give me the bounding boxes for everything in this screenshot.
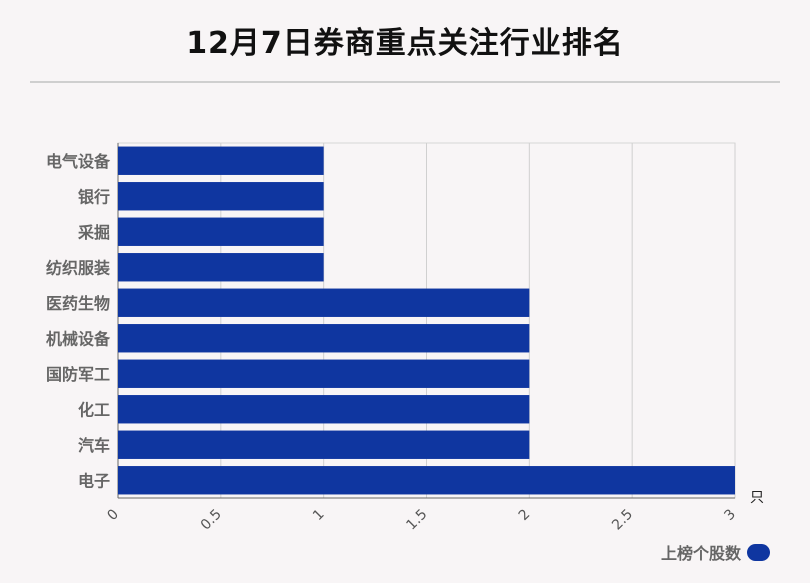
x-tick-label: 0.5 [198,506,225,533]
bar [118,253,324,282]
bar [118,288,530,317]
chart-title: 12月7日券商重点关注行业排名 [186,26,624,61]
x-axis-unit: 只 [750,490,764,506]
x-tick-label: 1 [310,506,328,524]
title-divider [30,81,780,83]
y-tick-label: 国防军工 [46,365,110,384]
bar [118,395,530,424]
legend-label: 上榜个股数 [660,544,741,563]
x-tick-label: 3 [721,506,739,524]
legend[interactable]: 上榜个股数 [661,540,770,564]
legend-swatch [747,543,770,561]
bar [118,182,324,211]
y-tick-label: 化工 [78,400,110,419]
x-tick-label: 1.5 [403,506,430,533]
bar [118,430,530,459]
bar [118,359,530,388]
y-tick-label: 电子 [78,471,110,490]
bar [118,466,735,495]
bar [118,146,324,175]
y-tick-label: 汽车 [78,436,110,455]
y-tick-label: 采掘 [77,223,110,242]
x-tick-label: 0 [104,506,122,524]
y-tick-label: 医药生物 [46,294,110,313]
bar [118,217,324,246]
y-tick-label: 电气设备 [46,152,111,171]
x-tick-label: 2.5 [609,506,636,533]
x-tick-label: 2 [516,506,534,524]
bar [118,324,530,353]
y-tick-label: 机械设备 [46,329,111,348]
y-tick-label: 纺织服装 [46,258,110,277]
y-tick-label: 银行 [78,187,110,206]
